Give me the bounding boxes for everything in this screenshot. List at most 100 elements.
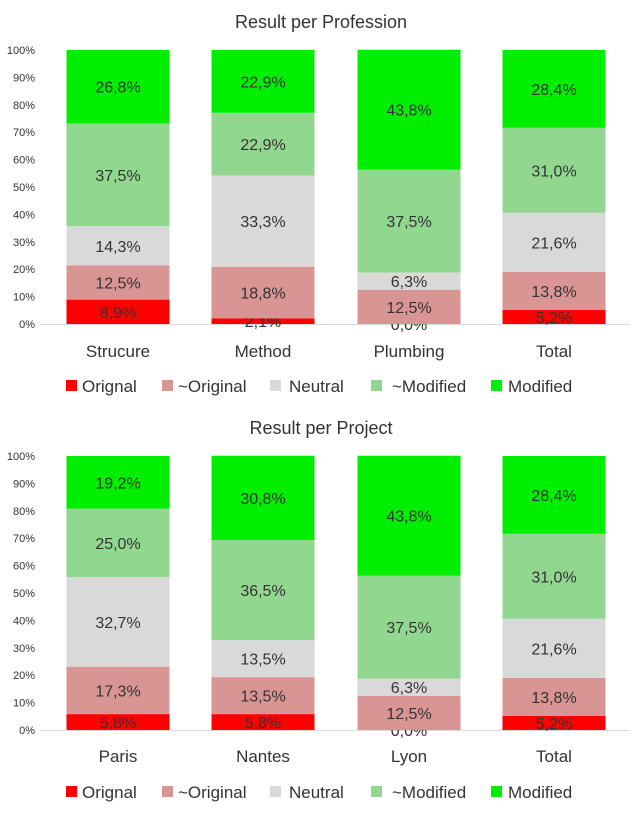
data-label: 32,7% — [95, 615, 140, 632]
chart-title: Result per Project — [249, 418, 392, 438]
category-label: Method — [235, 342, 292, 361]
legend-label: ~Modified — [392, 783, 466, 802]
data-label: 31,0% — [531, 163, 576, 180]
bar-segment — [357, 575, 461, 679]
bar-segment — [357, 455, 461, 576]
legend-label: Modified — [508, 377, 572, 396]
bar-segment — [66, 265, 170, 300]
y-tick-label: 80% — [13, 506, 35, 518]
bar-segment — [66, 577, 170, 667]
data-label: 5,8% — [245, 715, 281, 732]
category-label: Total — [536, 342, 572, 361]
category-label: Nantes — [236, 747, 290, 766]
data-label: 18,8% — [240, 285, 285, 302]
data-label: 22,9% — [240, 74, 285, 91]
bar-segment — [357, 678, 461, 696]
y-tick-label: 50% — [13, 588, 35, 600]
legend-swatch — [270, 380, 281, 391]
bar-segment — [66, 666, 170, 715]
data-label: 22,9% — [240, 137, 285, 154]
y-tick-label: 50% — [13, 182, 35, 194]
bar-segment — [502, 456, 606, 534]
legend: Orignal ~Original Neutral ~Modified Modified — [66, 783, 572, 802]
y-tick-label: 60% — [13, 155, 35, 167]
data-label: 28,4% — [531, 82, 576, 99]
legend-swatch — [270, 786, 281, 797]
legend-label: Orignal — [82, 783, 137, 802]
data-label: 25,0% — [95, 536, 140, 553]
legend-swatch — [162, 380, 173, 391]
data-label: 19,2% — [95, 475, 140, 492]
y-tick-label: 90% — [13, 478, 35, 490]
legend-swatch — [491, 380, 502, 391]
chart-1: Result per Profession 0% 10% 20% 30% 40% 50% 60… — [7, 12, 630, 396]
bar-segment — [357, 695, 461, 730]
bar-segment — [211, 318, 315, 324]
data-label: 43,8% — [386, 509, 431, 526]
data-label: 21,6% — [531, 235, 576, 252]
y-tick-label: 80% — [13, 100, 35, 112]
bar-segment — [502, 212, 606, 272]
y-tick-label: 40% — [13, 209, 35, 221]
bar-segment — [66, 508, 170, 578]
bar-segment — [211, 50, 315, 113]
data-label: 26,8% — [95, 80, 140, 97]
legend-label: ~Original — [178, 377, 247, 396]
y-tick-label: 70% — [13, 127, 35, 139]
y-tick-label: 90% — [13, 72, 35, 84]
bar-segment — [502, 533, 606, 619]
data-label: 2,1% — [245, 314, 281, 331]
data-label: 21,6% — [531, 641, 576, 658]
legend-label: ~Modified — [392, 377, 466, 396]
bar-segment — [66, 299, 170, 324]
y-tick-label: 100% — [7, 45, 35, 57]
y-tick-label: 30% — [13, 643, 35, 655]
data-label: 5,2% — [536, 310, 572, 327]
bar-segment — [66, 226, 170, 266]
data-label: 37,5% — [386, 620, 431, 637]
bar-segment — [502, 715, 606, 730]
data-label: 37,5% — [386, 214, 431, 231]
data-label: 13,8% — [531, 690, 576, 707]
bar-segment — [211, 112, 315, 176]
chart-title: Result per Profession — [235, 12, 407, 32]
category-label: Paris — [99, 747, 138, 766]
data-label: 6,3% — [391, 274, 427, 291]
legend: Orignal ~Original Neutral ~Modified Modified — [66, 377, 572, 396]
y-tick-label: 30% — [13, 237, 35, 249]
data-label: 5,8% — [100, 715, 136, 732]
bar-segment — [66, 714, 170, 730]
y-tick-label: 20% — [13, 670, 35, 682]
bar-segment — [502, 127, 606, 213]
y-tick-label: 100% — [7, 451, 35, 463]
data-label: 12,5% — [95, 275, 140, 292]
category-label: Lyon — [391, 747, 427, 766]
legend-label: Neutral — [289, 783, 344, 802]
legend-label: ~Original — [178, 783, 247, 802]
y-tick-label: 40% — [13, 615, 35, 627]
legend-swatch — [66, 786, 77, 797]
bar-segment — [357, 169, 461, 273]
data-label: 5,2% — [536, 716, 572, 733]
data-label: 17,3% — [95, 683, 140, 700]
legend-label: Modified — [508, 783, 572, 802]
y-tick-label: 70% — [13, 533, 35, 545]
bar-segment — [502, 271, 606, 310]
legend-swatch — [66, 380, 77, 391]
bar-segment — [66, 456, 170, 509]
bar-segment — [66, 123, 170, 227]
legend-swatch — [371, 786, 382, 797]
data-label: 31,0% — [531, 569, 576, 586]
data-label: 8,9% — [100, 305, 136, 322]
bar-segment — [211, 455, 315, 541]
legend-swatch — [371, 380, 382, 391]
bar-segment — [502, 309, 606, 324]
chart-2: Result per Project 0% 10% 20% 30% 40% 50% 60% 70… — [7, 418, 630, 802]
data-label: 12,5% — [386, 300, 431, 317]
bar-segment — [211, 266, 315, 319]
bar-segment — [357, 49, 461, 170]
data-label: 14,3% — [95, 239, 140, 256]
data-label: 43,8% — [386, 103, 431, 120]
